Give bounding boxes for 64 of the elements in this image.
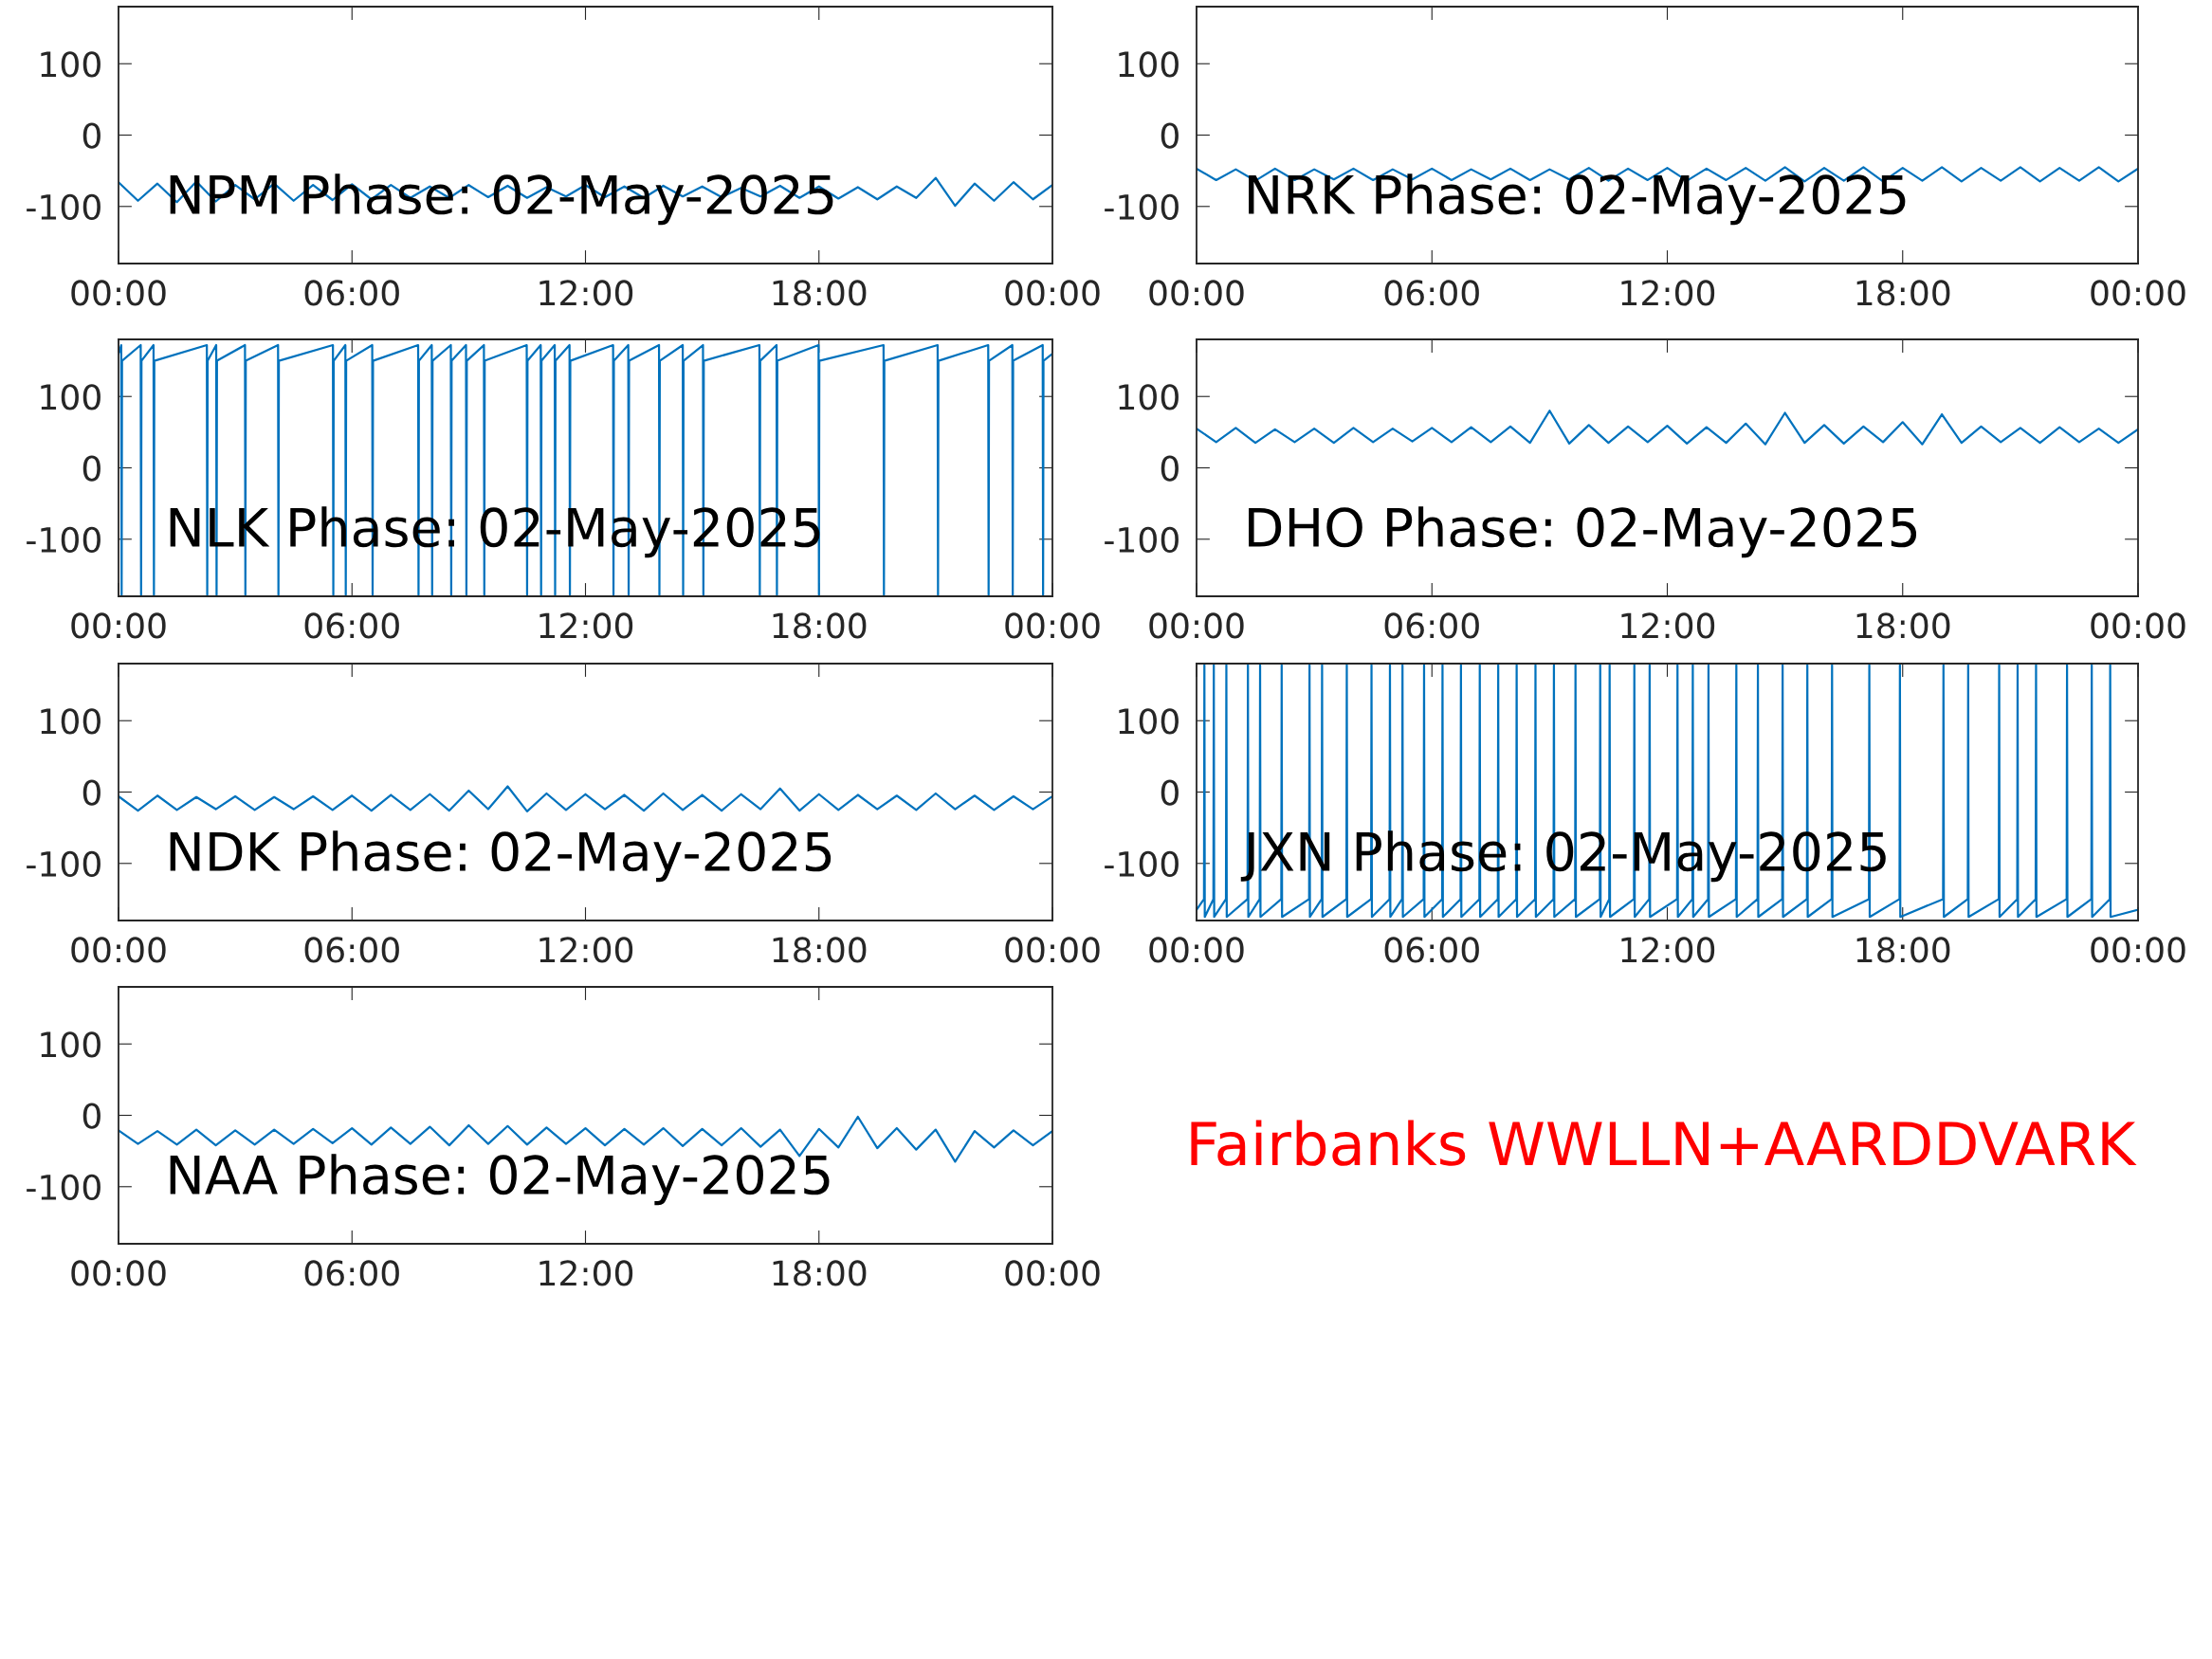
- y-tick-label: 0: [1161, 122, 1179, 149]
- y-tick-label: 0: [82, 455, 101, 482]
- x-tick-label: 00:00: [2091, 612, 2185, 639]
- text: NDK Phase: 02-May-2025: [170, 830, 832, 883]
- y-tick-label: -100: [27, 526, 101, 554]
- x-tick-label: 00:00: [1149, 612, 1244, 639]
- line-series: [1197, 664, 2138, 919]
- x-tick-label: 00:00: [2091, 280, 2185, 306]
- y-tick-label: 100: [41, 708, 101, 735]
- x-tick-label: 18:00: [1856, 937, 1950, 963]
- y-tick-label: -100: [1105, 526, 1179, 554]
- x-tick-label: 00:00: [71, 280, 166, 306]
- y-tick-label: 0: [1161, 455, 1179, 482]
- x-tick-label: 12:00: [539, 280, 633, 306]
- x-tick-label: 12:00: [539, 1260, 633, 1286]
- y-tick-label: -100: [1105, 193, 1179, 221]
- x-tick-label: 00:00: [2091, 937, 2185, 963]
- x-tick-label: 18:00: [1856, 612, 1950, 639]
- x-tick-label: 00:00: [1005, 612, 1100, 639]
- x-tick-label: 06:00: [1384, 612, 1479, 639]
- text: NRK Phase: 02-May-2025: [1249, 173, 1906, 226]
- y-tick-label: 0: [82, 1103, 101, 1129]
- x-tick-label: 00:00: [71, 1260, 166, 1286]
- y-tick-label: 100: [41, 1031, 101, 1058]
- y-tick-label: 0: [82, 122, 101, 149]
- y-tick-label: 0: [82, 779, 101, 806]
- y-tick-label: 100: [41, 51, 101, 78]
- y-tick-label: 100: [1119, 708, 1179, 735]
- text: NAA Phase: 02-May-2025: [170, 1154, 830, 1206]
- x-tick-label: 12:00: [1621, 612, 1715, 639]
- x-tick-label: 06:00: [304, 612, 399, 639]
- y-tick-label: -100: [27, 850, 101, 878]
- y-tick-label: -100: [27, 193, 101, 221]
- y-tick-label: 100: [1119, 384, 1179, 410]
- x-tick-label: 06:00: [304, 280, 399, 306]
- y-tick-label: 100: [41, 384, 101, 410]
- x-tick-label: 06:00: [304, 1260, 399, 1286]
- x-tick-label: 12:00: [539, 612, 633, 639]
- x-tick-label: 18:00: [773, 612, 867, 639]
- text: DHO Phase: 02-May-2025: [1249, 506, 1917, 558]
- x-tick-label: 06:00: [304, 937, 399, 963]
- x-tick-label: 00:00: [1149, 937, 1244, 963]
- x-tick-label: 00:00: [1005, 937, 1100, 963]
- x-tick-label: 12:00: [539, 937, 633, 963]
- y-tick-label: -100: [27, 1174, 101, 1201]
- y-tick-label: 100: [1119, 51, 1179, 78]
- x-tick-label: 12:00: [1621, 937, 1715, 963]
- line-series: [119, 785, 1052, 812]
- x-tick-label: 12:00: [1621, 280, 1715, 306]
- x-tick-label: 00:00: [1005, 1260, 1100, 1286]
- x-tick-label: 06:00: [1384, 280, 1479, 306]
- x-tick-label: 00:00: [71, 612, 166, 639]
- x-tick-label: 00:00: [1149, 280, 1244, 306]
- x-tick-label: 18:00: [773, 1260, 867, 1286]
- y-tick-label: 0: [1161, 779, 1179, 806]
- x-tick-label: 06:00: [1384, 937, 1479, 963]
- x-tick-label: 00:00: [1005, 280, 1100, 306]
- line-series: [1197, 410, 2138, 446]
- x-tick-label: 18:00: [773, 280, 867, 306]
- x-tick-label: 00:00: [71, 937, 166, 963]
- x-tick-label: 18:00: [1856, 280, 1950, 306]
- text: Fairbanks WWLLN+AARDDVARK: [1191, 1120, 2137, 1166]
- y-tick-label: -100: [1105, 850, 1179, 878]
- x-tick-label: 18:00: [773, 937, 867, 963]
